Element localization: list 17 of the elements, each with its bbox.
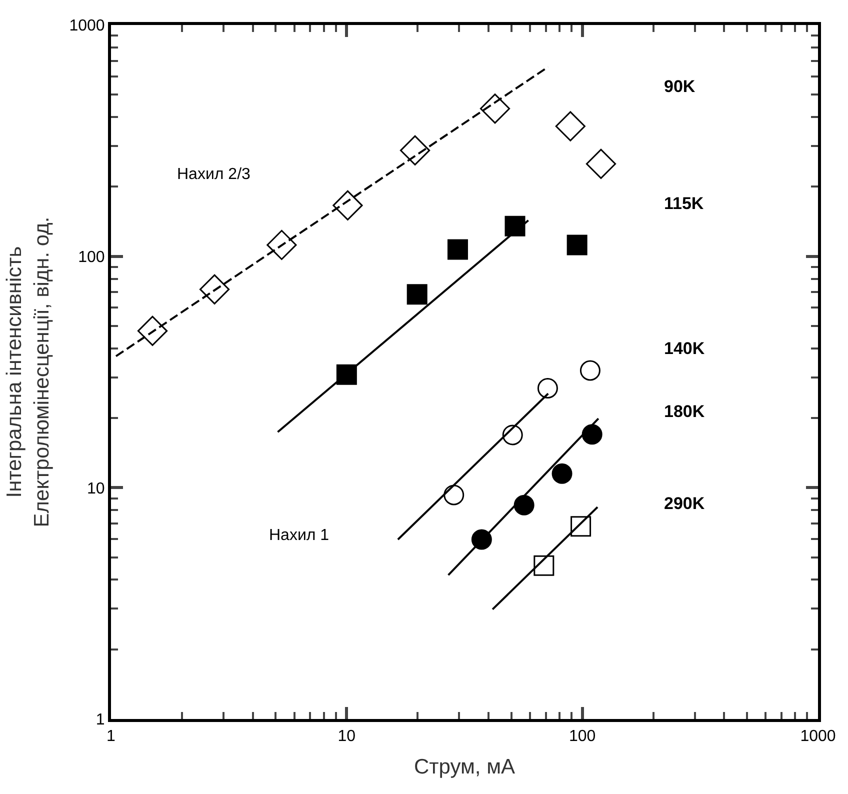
y-tick-label: 1 (96, 712, 105, 729)
x-tick-label: 1 (106, 728, 116, 746)
text: 90K (664, 77, 696, 96)
text: 290K (664, 494, 706, 513)
annotation: Нахил 2/3 (177, 166, 251, 183)
x-tick-label: 10 (338, 728, 356, 746)
y-axis-title: Інтегральна інтенсивність Електролюмінесценції, відн. од. (3, 216, 54, 528)
annotation: Нахил 1 (269, 527, 330, 544)
x-tick-label: 100 (568, 728, 596, 746)
y-tick-label: 10 (87, 480, 105, 498)
text: 115K (664, 194, 704, 213)
text: 140K (664, 339, 706, 358)
text: 180K (664, 402, 706, 421)
y-tick-label: 1000 (69, 18, 105, 35)
y-tick-label: 100 (78, 248, 105, 266)
x-tick-label: 1000 (800, 728, 836, 746)
x-axis-title: Струм, мА (414, 755, 516, 778)
